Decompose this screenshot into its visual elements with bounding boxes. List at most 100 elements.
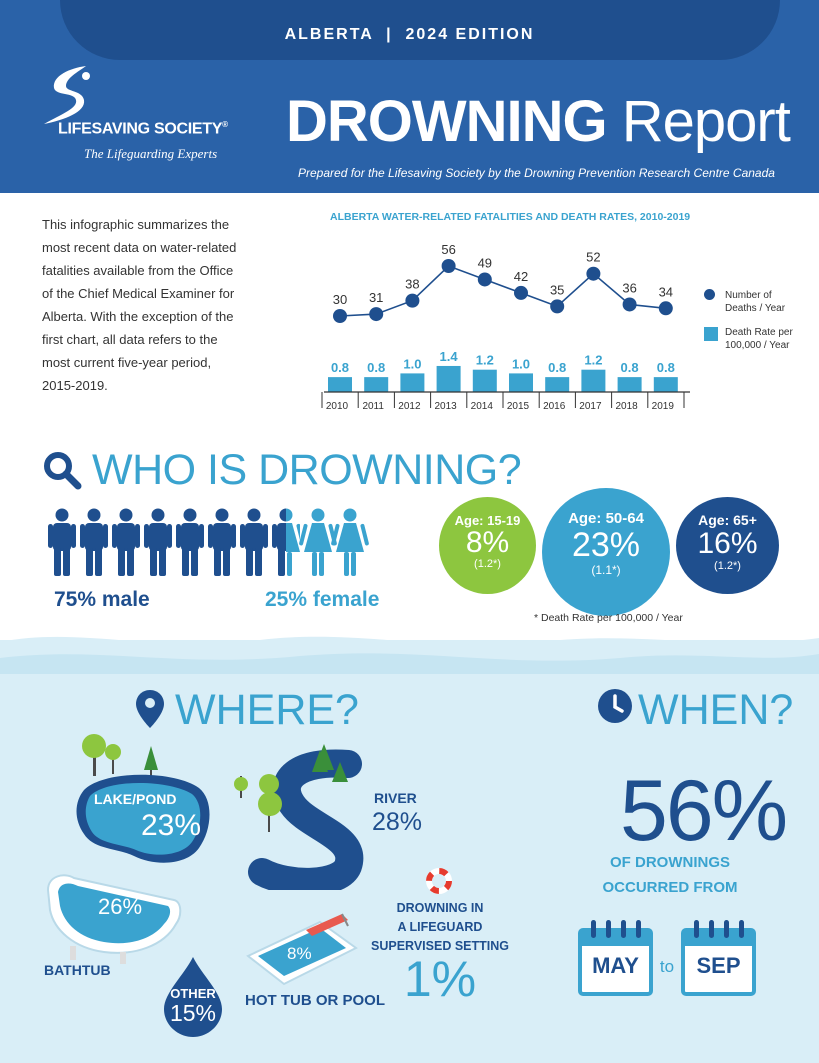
report-title-bold: DROWNING bbox=[286, 89, 608, 154]
x-tick-label-2011: 2011 bbox=[362, 401, 384, 412]
legend-rate-marker bbox=[704, 327, 718, 341]
clock-icon bbox=[598, 689, 632, 723]
lifeguard-text: DROWNING IN A LIFEGUARD SUPERVISED SETTI… bbox=[371, 901, 509, 953]
calendar-from: MAY bbox=[592, 953, 639, 978]
river-percent: 28% bbox=[372, 808, 423, 836]
rate-bar-2016 bbox=[545, 377, 570, 392]
report-title-light: Report bbox=[621, 89, 791, 154]
rate-bar-2011 bbox=[364, 377, 389, 392]
deaths-label-2011: 31 bbox=[369, 290, 383, 305]
org-tagline: The Lifeguarding Experts bbox=[84, 146, 218, 161]
org-registered-mark: ® bbox=[222, 120, 228, 129]
pool-percent: 8% bbox=[287, 944, 312, 963]
x-tick-label-2017: 2017 bbox=[579, 401, 602, 412]
deaths-label-2010: 30 bbox=[333, 292, 347, 307]
rate-bar-2012 bbox=[400, 373, 425, 392]
rate-bar-2019 bbox=[653, 377, 678, 392]
rate-label-2012: 1.0 bbox=[403, 356, 421, 371]
lifebuoy-icon bbox=[426, 868, 452, 894]
calendar-to: to bbox=[659, 957, 675, 976]
deaths-point-2014 bbox=[477, 272, 492, 287]
lifeguard-percent: 1% bbox=[403, 951, 477, 1007]
deaths-label-2015: 42 bbox=[514, 269, 528, 284]
deaths-label-2017: 52 bbox=[586, 250, 600, 265]
rate-bar-2017 bbox=[581, 369, 606, 392]
fatalities-chart: 30 31 38 56 49 42 35 52 36 34 0.8 0.8 1.0 1.4 1.2 1.0 0.… bbox=[321, 242, 690, 412]
calendar-may-icon bbox=[578, 920, 653, 996]
lake-label: LAKE/POND bbox=[94, 791, 177, 807]
water-drop-icon bbox=[164, 957, 222, 1037]
age-circle-50-64: Age: 50-64 23% (1.1*) bbox=[542, 488, 670, 616]
location-pin-icon bbox=[136, 690, 164, 728]
deaths-point-2018 bbox=[622, 297, 637, 312]
x-tick-label-2010: 2010 bbox=[326, 401, 349, 412]
deaths-line bbox=[339, 265, 666, 317]
deaths-label-2019: 34 bbox=[659, 284, 673, 299]
deaths-label-2012: 38 bbox=[405, 277, 419, 292]
pool-label: HOT TUB OR POOL bbox=[245, 992, 385, 1009]
gender-pictogram bbox=[48, 508, 370, 576]
lake-percent: 23% bbox=[141, 809, 202, 842]
wave-decoration bbox=[0, 636, 819, 674]
rate-bar-2013 bbox=[436, 365, 461, 392]
x-tick-label-2013: 2013 bbox=[434, 401, 457, 412]
age-circle-15-19: Age: 15-19 8% (1.2*) bbox=[439, 497, 536, 594]
deaths-point-2015 bbox=[514, 285, 528, 300]
male-percent: 75% male bbox=[54, 588, 150, 611]
rate-label-2015: 1.0 bbox=[512, 356, 530, 371]
edition-label: ALBERTA | 2024 EDITION bbox=[284, 26, 535, 43]
chart-title: ALBERTA WATER-RELATED FATALITIES AND DEA… bbox=[330, 211, 691, 223]
rate-label-2017: 1.2 bbox=[584, 353, 602, 368]
deaths-label-2014: 49 bbox=[478, 255, 492, 270]
legend-deaths: Number of Deaths / Year bbox=[725, 290, 786, 314]
org-name: LIFESAVING SOCIETY bbox=[58, 120, 223, 138]
report-title: DROWNING Report bbox=[286, 88, 791, 155]
bathtub-icon bbox=[46, 874, 182, 964]
other-label: OTHER bbox=[170, 986, 216, 1001]
rate-label-2019: 0.8 bbox=[657, 360, 675, 375]
deaths-point-2012 bbox=[405, 293, 420, 308]
x-tick-label-2014: 2014 bbox=[471, 401, 494, 412]
where-title: WHERE? bbox=[175, 686, 359, 734]
rate-bar-2015 bbox=[509, 373, 533, 392]
age-circle-65-plus: Age: 65+ 16% (1.2*) bbox=[676, 497, 779, 594]
rate-bar-2014 bbox=[472, 369, 497, 392]
prepared-by: Prepared for the Lifesaving Society by t… bbox=[298, 166, 775, 180]
intro-text: This infographic summarizes the most rec… bbox=[42, 217, 237, 393]
calendar-sep-icon bbox=[681, 920, 756, 996]
x-tick-label-2015: 2015 bbox=[507, 401, 530, 412]
deaths-label-2018: 36 bbox=[622, 280, 636, 295]
x-tick-label-2019: 2019 bbox=[652, 401, 675, 412]
legend-rate: Death Rate per 100,000 / Year bbox=[725, 327, 793, 351]
deaths-point-2016 bbox=[550, 299, 565, 314]
calendar-until: SEP bbox=[696, 953, 741, 978]
other-percent: 15% bbox=[169, 1000, 217, 1026]
search-icon bbox=[44, 452, 82, 490]
x-tick-label-2016: 2016 bbox=[543, 401, 566, 412]
bathtub-label: BATHTUB bbox=[44, 962, 111, 978]
pool-icon bbox=[246, 913, 358, 986]
when-percent: 56% bbox=[620, 763, 788, 859]
rate-label-2013: 1.4 bbox=[440, 349, 459, 364]
header-banner: ALBERTA | 2024 EDITION LIFESAVING SOCIET… bbox=[0, 0, 819, 193]
rate-bar-2010 bbox=[328, 377, 352, 392]
deaths-label-2013: 56 bbox=[441, 242, 455, 257]
rate-bar-2018 bbox=[617, 377, 642, 392]
river-label: RIVER bbox=[374, 790, 417, 806]
deaths-point-2013 bbox=[441, 259, 456, 273]
age-footnote: * Death Rate per 100,000 / Year bbox=[534, 612, 683, 624]
rate-label-2014: 1.2 bbox=[476, 353, 494, 368]
x-tick-label-2012: 2012 bbox=[398, 401, 421, 412]
who-title: WHO IS DROWNING? bbox=[92, 446, 522, 494]
deaths-point-2017 bbox=[586, 266, 601, 281]
x-tick-label-2018: 2018 bbox=[615, 401, 638, 412]
rate-label-2016: 0.8 bbox=[548, 360, 566, 375]
deaths-point-2011 bbox=[369, 307, 384, 322]
lifesaving-logo-icon bbox=[44, 66, 90, 124]
when-title: WHEN? bbox=[638, 686, 794, 734]
rate-label-2010: 0.8 bbox=[331, 360, 349, 375]
rate-label-2011: 0.8 bbox=[367, 360, 385, 375]
deaths-point-2010 bbox=[333, 309, 347, 323]
deaths-point-2019 bbox=[658, 301, 673, 316]
trees-icon bbox=[82, 734, 158, 776]
